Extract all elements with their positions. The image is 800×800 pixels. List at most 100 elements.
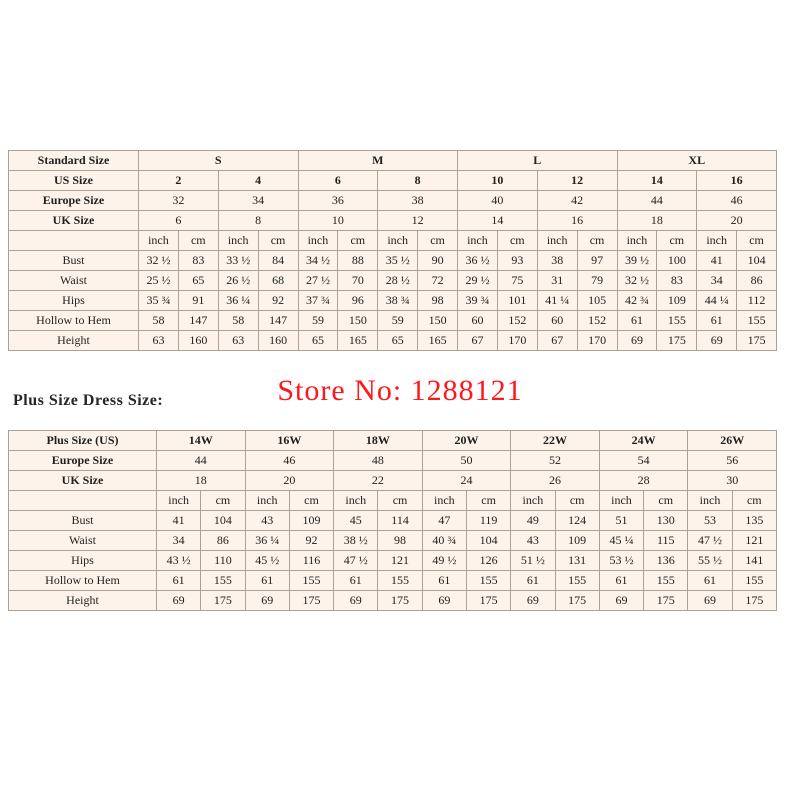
table-cell: 61 <box>616 310 658 331</box>
table-cell: 147 <box>257 310 299 331</box>
table-cell: Hips <box>8 550 157 571</box>
table-cell: 25 ½ <box>138 270 179 291</box>
table-cell: 79 <box>576 270 618 291</box>
table-cell: 34 <box>696 270 738 291</box>
table-cell: 109 <box>554 530 600 551</box>
table-cell: 58 <box>217 310 259 331</box>
table-cell: 61 <box>598 570 645 591</box>
table-cell: 60 <box>457 310 498 331</box>
table-cell: 45 ½ <box>244 550 290 571</box>
table-cell: 83 <box>177 250 219 271</box>
table-cell: 36 ¼ <box>217 290 259 311</box>
table-cell: cm <box>200 490 246 511</box>
table-cell: Hips <box>8 290 139 311</box>
table-cell: 18W <box>333 430 423 451</box>
table-cell: 175 <box>736 330 777 351</box>
table-row: Height 69 175 69 175 69 175 69 175 69 175 69 175 69 17… <box>8 590 778 611</box>
table-cell: 16 <box>696 170 777 191</box>
table-cell: 61 <box>333 570 379 591</box>
plus-size-heading: Plus Size Dress Size: <box>13 392 164 409</box>
table-cell: S <box>138 150 299 171</box>
table-cell: 18 <box>156 470 246 491</box>
table-cell: L <box>457 150 618 171</box>
table-row: Hollow to Hem 61 155 61 155 61 155 61 155 61 155 61… <box>8 570 778 591</box>
table-cell: 47 ½ <box>333 550 379 571</box>
table-cell: 45 ¼ <box>598 530 645 551</box>
table-cell: 24 <box>421 470 512 491</box>
table-row: Europe Size 32 34 36 38 40 42 44 46 <box>8 190 777 211</box>
table-cell: inch <box>297 230 339 251</box>
table-cell: 32 ½ <box>138 250 179 271</box>
table-cell: 98 <box>377 530 423 551</box>
table-cell: 61 <box>696 310 738 331</box>
table-cell: cm <box>656 230 698 251</box>
table-cell: 92 <box>288 530 335 551</box>
table-cell: 152 <box>576 310 618 331</box>
table-cell: 41 <box>155 510 202 531</box>
table-cell: inch <box>696 230 738 251</box>
table-cell: 170 <box>576 330 618 351</box>
table-cell: 6 <box>138 210 219 231</box>
table-cell: 136 <box>643 550 689 571</box>
table-cell: 86 <box>736 270 777 291</box>
table-cell: 26 ½ <box>217 270 259 291</box>
table-cell: 38 ½ <box>333 530 379 551</box>
table-row: UK Size 18 20 22 24 26 28 30 <box>8 470 777 491</box>
table-cell <box>8 230 139 251</box>
table-cell: 90 <box>417 250 458 271</box>
table-cell: inch <box>457 230 498 251</box>
table-cell: 22 <box>333 470 423 491</box>
table-row: US Size 2 4 6 8 10 12 14 16 <box>8 170 777 191</box>
table-cell: cm <box>576 230 618 251</box>
table-cell: Europe Size <box>8 450 157 471</box>
table-cell: 53 ½ <box>598 550 645 571</box>
table-cell: 175 <box>288 590 335 611</box>
table-cell: 65 <box>177 270 219 291</box>
table-cell: 69 <box>510 590 556 611</box>
table-cell: 49 <box>510 510 556 531</box>
table-cell: 104 <box>465 530 512 551</box>
table-cell: 45 <box>333 510 379 531</box>
table-cell: Waist <box>8 270 139 291</box>
table-row: Waist 25 ½ 65 26 ½ 68 27 ½ 70 28 ½ 72 29 ½ 75 31 79 3… <box>8 270 777 291</box>
table-cell: 152 <box>496 310 538 331</box>
table-cell: 104 <box>200 510 246 531</box>
table-cell: 16W <box>244 430 335 451</box>
table-cell: 28 ½ <box>377 270 419 291</box>
table-cell: 105 <box>576 290 618 311</box>
table-cell: 51 ½ <box>510 550 556 571</box>
table-row: inch cm inch cm inch cm inch cm inch cm inch cm inch… <box>8 490 778 511</box>
table-cell: 49 ½ <box>421 550 467 571</box>
table-cell: 12 <box>377 210 458 231</box>
table-cell: 86 <box>200 530 246 551</box>
table-cell: cm <box>257 230 299 251</box>
plus-size-table: Plus Size (US) 14W 16W 18W 20W 22W 24W 26W Europ… <box>8 430 778 611</box>
table-cell: inch <box>138 230 179 251</box>
table-cell: cm <box>643 490 689 511</box>
table-cell: 131 <box>554 550 600 571</box>
table-cell: 29 ½ <box>457 270 498 291</box>
table-cell: 65 <box>377 330 419 351</box>
table-cell: 97 <box>576 250 618 271</box>
table-cell: 109 <box>288 510 335 531</box>
table-cell: 53 <box>687 510 733 531</box>
table-cell: 61 <box>510 570 556 591</box>
table-cell: 52 <box>510 450 600 471</box>
table-cell: 175 <box>656 330 698 351</box>
table-cell: 61 <box>687 570 733 591</box>
table-cell: 69 <box>155 590 202 611</box>
table-cell: 20W <box>421 430 512 451</box>
table-row: Hollow to Hem 58 147 58 147 59 150 59 150 60 152 60… <box>8 310 777 331</box>
store-watermark: Store No: 1288121 <box>277 374 523 407</box>
table-cell: 59 <box>297 310 339 331</box>
table-cell: 26W <box>687 430 777 451</box>
table-cell: 69 <box>696 330 738 351</box>
table-cell: 36 <box>297 190 379 211</box>
table-cell: inch <box>616 230 658 251</box>
table-cell: Standard Size <box>8 150 139 171</box>
table-cell: cm <box>177 230 219 251</box>
table-cell: 4 <box>217 170 299 191</box>
table-cell: 12 <box>536 170 618 191</box>
table-cell: 88 <box>337 250 379 271</box>
table-cell: 55 ½ <box>687 550 733 571</box>
